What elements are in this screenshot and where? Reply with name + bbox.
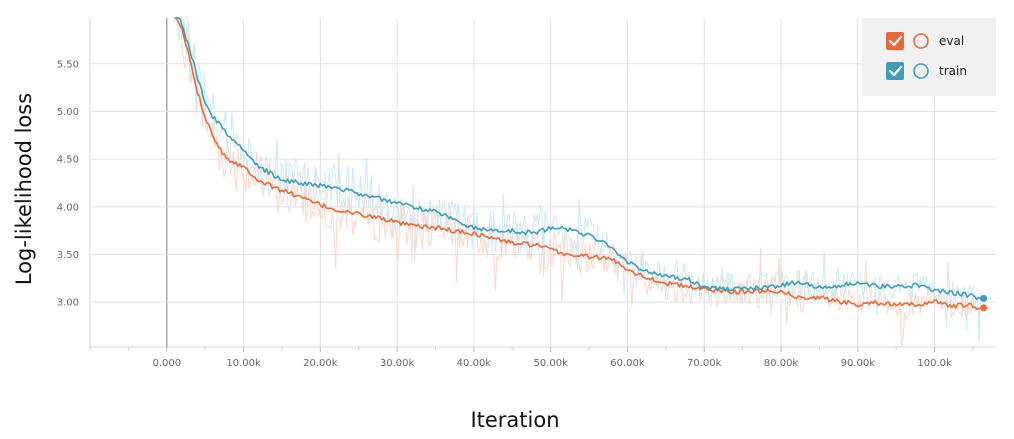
legend-label-eval: eval bbox=[939, 34, 964, 48]
legend-item-eval[interactable]: eval bbox=[886, 32, 964, 50]
y-axis: 3.00 3.50 4.00 4.50 5.00 5.50 bbox=[57, 59, 79, 308]
x-tick-label: 90.00k bbox=[841, 358, 876, 369]
series-end-point-eval bbox=[980, 304, 988, 312]
x-tick-label: 80.00k bbox=[764, 358, 799, 369]
series-line-eval bbox=[174, 17, 981, 310]
legend-box bbox=[862, 18, 996, 96]
legend: eval train bbox=[862, 18, 996, 96]
x-axis-title: Iteration bbox=[470, 408, 559, 432]
series-circle-icon bbox=[913, 33, 929, 49]
x-tick-label: 70.00k bbox=[687, 358, 722, 369]
series-line-train bbox=[174, 17, 982, 301]
x-tick-label: 30.00k bbox=[380, 358, 415, 369]
series-end-point-train bbox=[980, 294, 988, 302]
x-tick-label: 40.00k bbox=[457, 358, 492, 369]
checkmark-icon bbox=[888, 65, 903, 77]
x-tick-label: 50.00k bbox=[533, 358, 568, 369]
checkbox-checked-icon[interactable] bbox=[886, 62, 904, 80]
x-tick-label: 0.000 bbox=[152, 358, 181, 369]
legend-item-train[interactable]: train bbox=[886, 62, 967, 80]
raw-series bbox=[174, 17, 982, 348]
y-axis-title: Log-likelihood loss bbox=[12, 93, 36, 285]
x-tick-label: 20.00k bbox=[303, 358, 338, 369]
series-circle-icon bbox=[913, 63, 929, 79]
y-tick-label: 4.00 bbox=[57, 202, 79, 213]
smoothed-series bbox=[174, 17, 988, 312]
y-tick-label: 3.00 bbox=[57, 298, 79, 309]
x-axis: 0.000 10.00k 20.00k 30.00k 40.00k 50.00k 60.00… bbox=[89, 347, 974, 369]
legend-label-train: train bbox=[939, 64, 967, 78]
y-tick-label: 4.50 bbox=[57, 155, 79, 166]
y-tick-label: 5.00 bbox=[57, 107, 79, 118]
y-tick-label: 3.50 bbox=[57, 250, 79, 261]
x-tick-label: 60.00k bbox=[610, 358, 645, 369]
checkbox-checked-icon[interactable] bbox=[886, 32, 904, 50]
series-raw-train bbox=[174, 17, 982, 343]
y-tick-label: 5.50 bbox=[57, 59, 79, 70]
series-raw-eval bbox=[174, 17, 982, 348]
x-tick-label: 100.0k bbox=[917, 358, 952, 369]
checkmark-icon bbox=[888, 35, 903, 47]
x-tick-label: 10.00k bbox=[226, 358, 261, 369]
